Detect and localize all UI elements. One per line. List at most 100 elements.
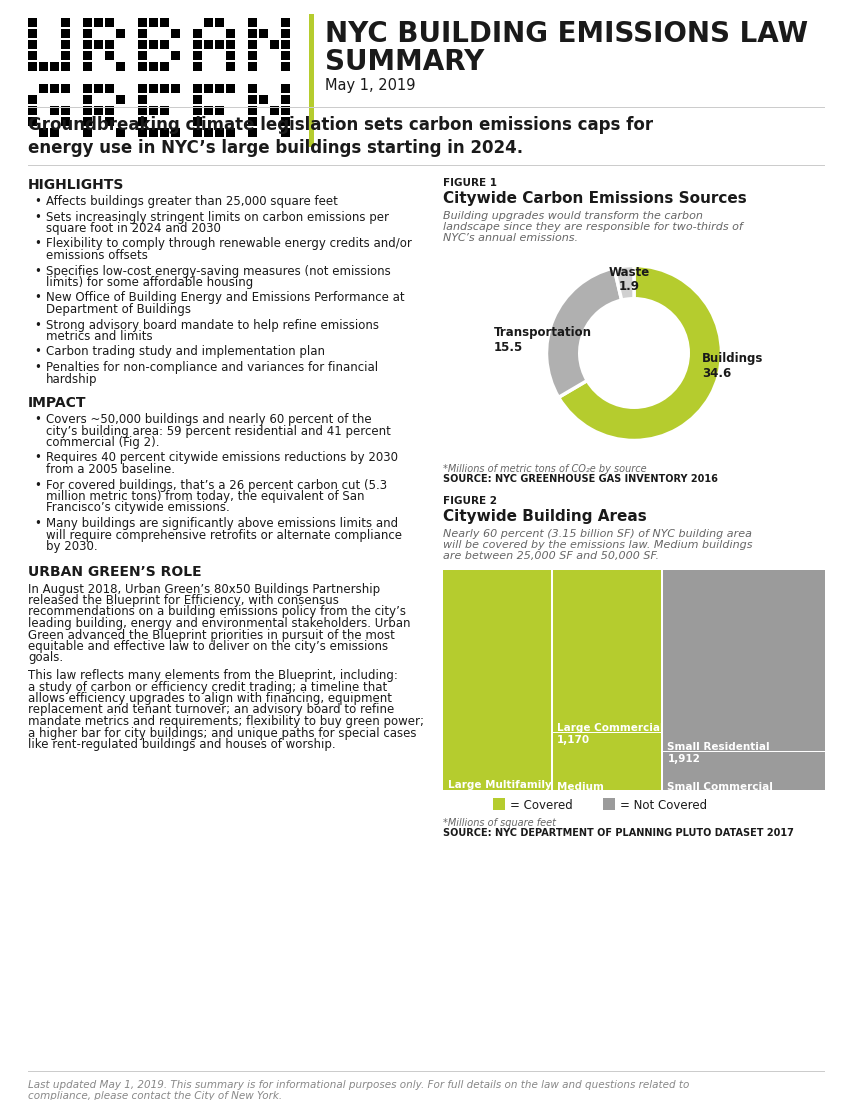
Bar: [50, 106, 59, 116]
Bar: [280, 51, 290, 60]
Bar: [160, 40, 169, 49]
Bar: [226, 40, 234, 49]
Bar: [280, 62, 290, 72]
Text: FIGURE 2: FIGURE 2: [442, 496, 497, 506]
Bar: [552, 733, 660, 790]
Bar: [61, 62, 70, 72]
Text: *Millions of square feet: *Millions of square feet: [442, 818, 556, 828]
Bar: [248, 117, 256, 126]
Text: Requires 40 percent citywide emissions reductions by 2030: Requires 40 percent citywide emissions r…: [46, 451, 398, 464]
Text: Citywide Carbon Emissions Sources: Citywide Carbon Emissions Sources: [442, 191, 746, 206]
Bar: [149, 84, 158, 94]
Bar: [105, 106, 114, 116]
Text: *Millions of metric tons of CO₂e by source: *Millions of metric tons of CO₂e by sour…: [442, 464, 646, 474]
Bar: [193, 84, 202, 94]
Text: Green advanced the Blueprint priorities in pursuit of the most: Green advanced the Blueprint priorities …: [28, 628, 394, 641]
Text: Large Multifamily
1,570: Large Multifamily 1,570: [447, 780, 551, 802]
Bar: [226, 84, 234, 94]
Bar: [61, 29, 70, 38]
Text: Carbon trading study and implementation plan: Carbon trading study and implementation …: [46, 345, 325, 359]
Bar: [160, 84, 169, 94]
Text: Last updated May 1, 2019. This summary is for informational purposes only. For f: Last updated May 1, 2019. This summary i…: [28, 1080, 688, 1090]
Bar: [663, 752, 824, 790]
Text: Building upgrades would transform the carbon: Building upgrades would transform the ca…: [442, 211, 702, 221]
Text: a study of carbon or efficiency credit trading; a timeline that: a study of carbon or efficiency credit t…: [28, 681, 387, 693]
Bar: [138, 62, 147, 72]
Bar: [116, 128, 125, 138]
Text: New Office of Building Energy and Emissions Performance at: New Office of Building Energy and Emissi…: [46, 292, 404, 305]
Bar: [138, 95, 147, 104]
Bar: [204, 18, 213, 28]
Text: = Not Covered: = Not Covered: [619, 799, 706, 812]
Bar: [215, 106, 224, 116]
Text: emissions offsets: emissions offsets: [46, 249, 147, 262]
Bar: [39, 84, 48, 94]
Bar: [28, 95, 37, 104]
Bar: [39, 62, 48, 72]
Bar: [149, 128, 158, 138]
Bar: [280, 29, 290, 38]
Text: million metric tons) from today, the equivalent of San: million metric tons) from today, the equ…: [46, 490, 364, 503]
Bar: [138, 128, 147, 138]
Text: landscape since they are responsible for two-thirds of: landscape since they are responsible for…: [442, 222, 742, 232]
Bar: [83, 62, 92, 72]
Text: SUMMARY: SUMMARY: [325, 48, 484, 76]
Bar: [160, 18, 169, 28]
Bar: [204, 40, 213, 49]
Bar: [83, 84, 92, 94]
Text: are between 25,000 SF and 50,000 SF.: are between 25,000 SF and 50,000 SF.: [442, 551, 659, 561]
Text: mandate metrics and requirements; flexibility to buy green power;: mandate metrics and requirements; flexib…: [28, 715, 423, 728]
Bar: [248, 18, 256, 28]
Bar: [138, 18, 147, 28]
Bar: [204, 84, 213, 94]
Text: Citywide Building Areas: Citywide Building Areas: [442, 509, 646, 524]
Bar: [280, 106, 290, 116]
Text: like rent-regulated buildings and houses of worship.: like rent-regulated buildings and houses…: [28, 738, 335, 751]
Bar: [248, 95, 256, 104]
Bar: [116, 62, 125, 72]
Bar: [226, 29, 234, 38]
Bar: [193, 117, 202, 126]
Bar: [215, 128, 224, 138]
Text: Many buildings are significantly above emissions limits and: Many buildings are significantly above e…: [46, 517, 398, 530]
Bar: [61, 18, 70, 28]
Bar: [602, 798, 614, 810]
Text: hardship: hardship: [46, 373, 97, 385]
Bar: [280, 117, 290, 126]
Text: Buildings
34.6: Buildings 34.6: [701, 352, 763, 381]
Bar: [193, 95, 202, 104]
Text: Sets increasingly stringent limits on carbon emissions per: Sets increasingly stringent limits on ca…: [46, 210, 389, 223]
Text: Affects buildings greater than 25,000 square feet: Affects buildings greater than 25,000 sq…: [46, 195, 337, 208]
Text: May 1, 2019: May 1, 2019: [325, 78, 415, 94]
Bar: [270, 40, 279, 49]
Bar: [83, 106, 92, 116]
Text: Nearly 60 percent (3.15 billion SF) of NYC building area: Nearly 60 percent (3.15 billion SF) of N…: [442, 529, 751, 539]
Bar: [116, 95, 125, 104]
Bar: [94, 18, 103, 28]
Text: •: •: [34, 195, 41, 208]
Bar: [28, 40, 37, 49]
Bar: [94, 106, 103, 116]
Text: recommendations on a building emissions policy from the city’s: recommendations on a building emissions …: [28, 605, 406, 618]
Text: •: •: [34, 451, 41, 464]
Bar: [259, 29, 268, 38]
Bar: [226, 62, 234, 72]
Text: Strong advisory board mandate to help refine emissions: Strong advisory board mandate to help re…: [46, 319, 378, 331]
Bar: [663, 570, 824, 752]
Bar: [248, 128, 256, 138]
Bar: [215, 84, 224, 94]
Bar: [149, 40, 158, 49]
Bar: [552, 732, 660, 734]
Bar: [83, 128, 92, 138]
Bar: [280, 18, 290, 28]
Bar: [83, 95, 92, 104]
Text: city’s building area: 59 percent residential and 41 percent: city’s building area: 59 percent residen…: [46, 425, 390, 438]
Bar: [83, 18, 92, 28]
Text: SOURCE: NYC DEPARTMENT OF PLANNING PLUTO DATASET 2017: SOURCE: NYC DEPARTMENT OF PLANNING PLUTO…: [442, 828, 793, 838]
Text: allows efficiency upgrades to align with financing, equipment: allows efficiency upgrades to align with…: [28, 692, 392, 705]
Text: = Covered: = Covered: [509, 799, 572, 812]
Bar: [170, 29, 180, 38]
Text: Covers ~50,000 buildings and nearly 60 percent of the: Covers ~50,000 buildings and nearly 60 p…: [46, 412, 371, 426]
Bar: [248, 62, 256, 72]
Bar: [663, 751, 824, 754]
